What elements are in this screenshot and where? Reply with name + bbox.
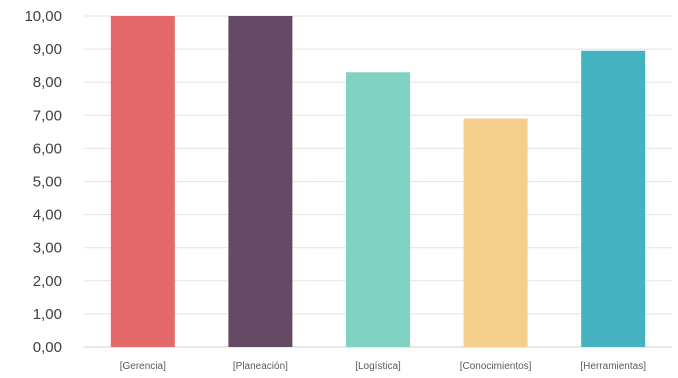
bars [110, 16, 646, 348]
y-tick-label: 8,00 [33, 74, 62, 91]
y-tick-label: 9,00 [33, 41, 62, 58]
y-tick-label: 5,00 [33, 174, 62, 191]
bar [581, 50, 646, 347]
bar [110, 16, 175, 347]
y-tick-label: 10,00 [24, 8, 62, 25]
y-tick-label: 4,00 [33, 207, 62, 224]
y-axis-ticks: 0,00 1,00 2,00 3,00 4,00 5,00 6,00 7,00 8,00 9,00… [24, 8, 62, 356]
y-tick-label: 0,00 [33, 339, 62, 356]
y-tick-label: 1,00 [33, 306, 62, 323]
x-category-label: [Herramientas] [580, 361, 646, 372]
y-tick-label: 7,00 [33, 107, 62, 124]
x-category-label: [Planeación] [233, 361, 288, 372]
bar [346, 72, 410, 348]
x-category-label: [Gerencia] [120, 361, 166, 372]
x-category-label: [Conocimientos] [460, 361, 532, 372]
y-tick-label: 6,00 [33, 140, 62, 157]
x-category-label: [Logística] [355, 361, 401, 372]
y-tick-label: 2,00 [33, 273, 62, 290]
x-axis-labels: [Gerencia] [Planeación] [Logística] [Conoci… [120, 361, 646, 372]
bar [463, 118, 528, 347]
bar [228, 16, 293, 347]
y-tick-label: 3,00 [33, 240, 62, 257]
